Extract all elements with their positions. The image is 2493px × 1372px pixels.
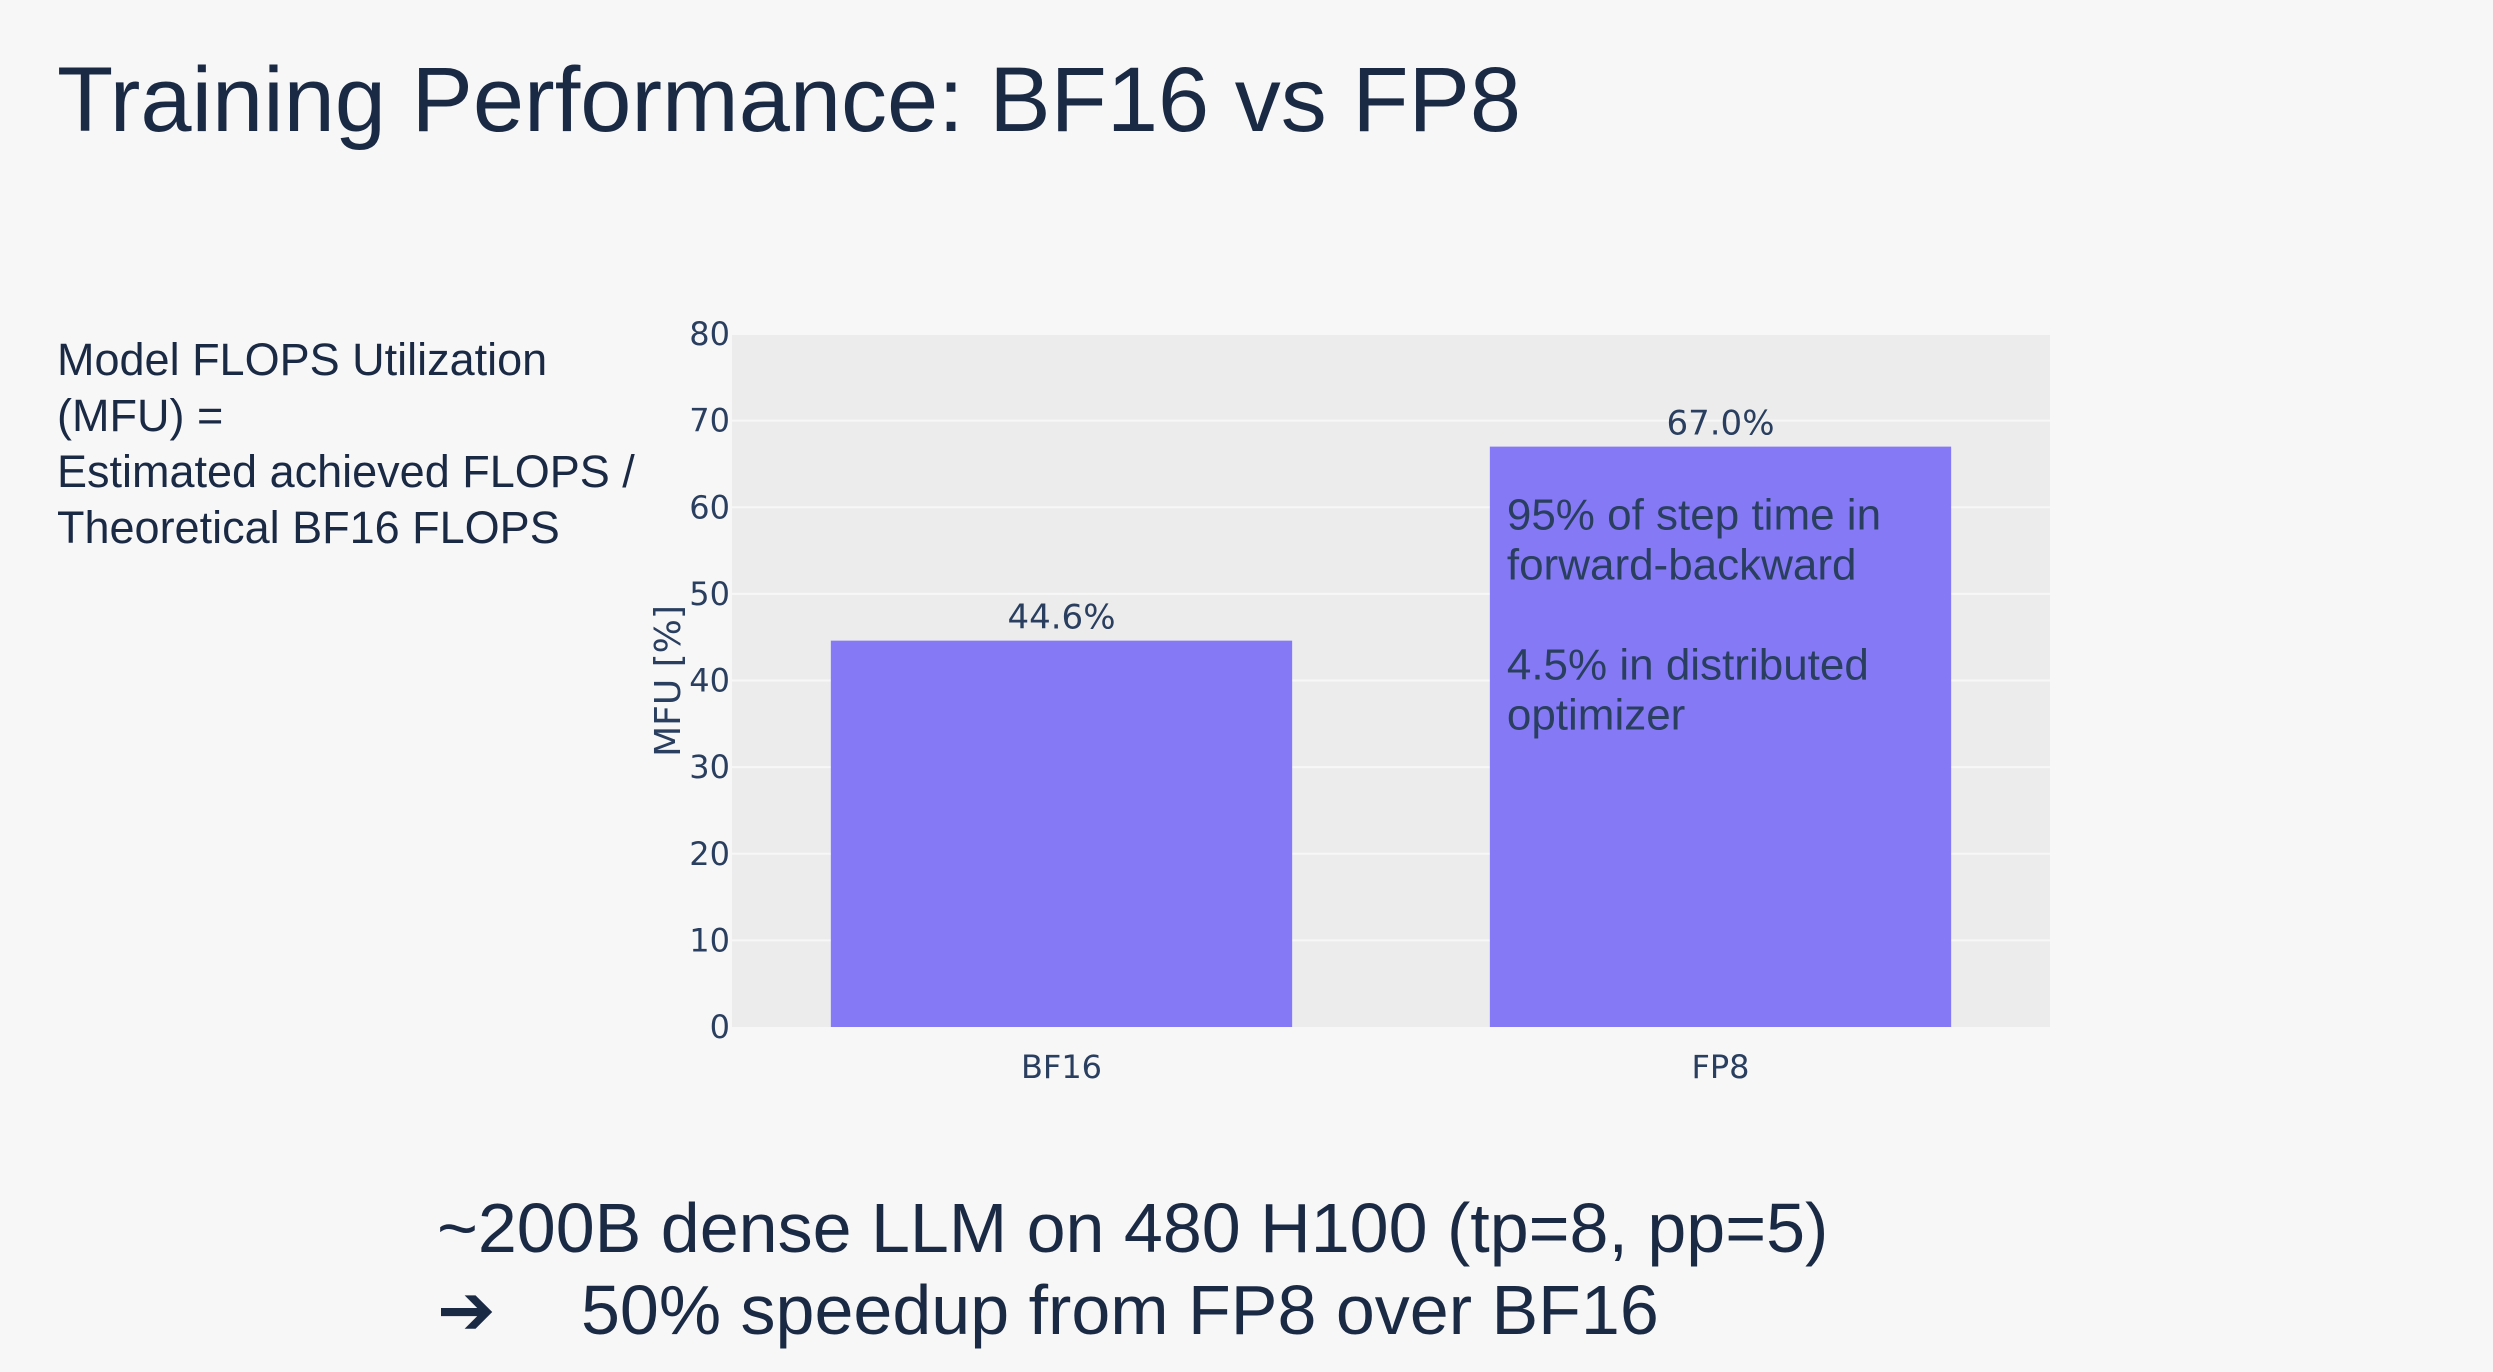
mfu-definition: Model FLOPS Utilization (MFU) = Estimate…: [57, 332, 657, 556]
bar-value-label: 44.6%: [1007, 598, 1115, 638]
y-tick-label: 20: [689, 835, 730, 873]
mfu-definition-line: Model FLOPS Utilization: [57, 334, 548, 385]
bar-value-label: 67.0%: [1666, 404, 1774, 444]
y-tick-label: 40: [689, 662, 730, 700]
fp8-annotation-line: 4.5% in distributed: [1507, 641, 1869, 690]
mfu-definition-line: Theoretical BF16 FLOPS: [57, 502, 560, 553]
fp8-annotation-line: forward-backward: [1507, 541, 1857, 590]
speedup-conclusion: ➔ 50% speedup from FP8 over BF16: [437, 1272, 1659, 1349]
speedup-text: 50% speedup from FP8 over BF16: [581, 1271, 1659, 1349]
mfu-definition-line: Estimated achieved FLOPS /: [57, 446, 635, 497]
x-tick-label: FP8: [1691, 1048, 1749, 1086]
fp8-annotation-line: 95% of step time in: [1507, 491, 1881, 540]
model-setup-text: ~200B dense LLM on 480 H100 (tp=8, pp=5): [437, 1189, 1829, 1267]
y-axis-title: MFU [%]: [648, 605, 689, 757]
x-tick-label: BF16: [1021, 1048, 1102, 1086]
y-tick-label: 80: [689, 315, 730, 353]
mfu-definition-line: (MFU) =: [57, 390, 224, 441]
y-tick-label: 0: [710, 1008, 730, 1046]
y-tick-label: 50: [689, 575, 730, 613]
bar-bf16: [830, 640, 1293, 1027]
bar-fp8: [1489, 446, 1952, 1027]
y-tick-label: 30: [689, 748, 730, 786]
y-tick-label: 70: [689, 402, 730, 440]
right-arrow-icon: ➔: [437, 1271, 496, 1349]
slide-title: Training Performance: BF16 vs FP8: [57, 49, 1522, 151]
y-tick-label: 10: [689, 921, 730, 959]
y-tick-label: 60: [689, 488, 730, 526]
fp8-annotation-line: optimizer: [1507, 691, 1686, 740]
